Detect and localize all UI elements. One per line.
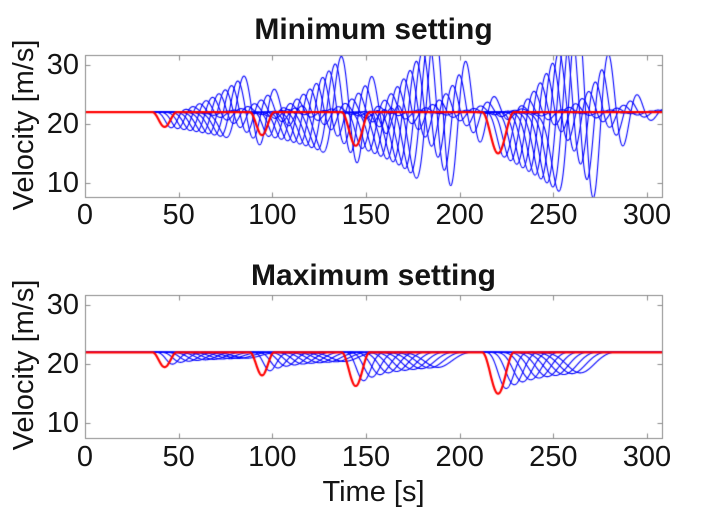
- x-tick-label: 100: [248, 441, 297, 473]
- x-tick-label: 100: [248, 199, 297, 231]
- x-axis-label-time: Time [s]: [322, 476, 425, 508]
- x-tick-label: 250: [529, 441, 578, 473]
- x-tick-label: 300: [622, 441, 672, 473]
- x-tick-label: 50: [162, 199, 195, 231]
- x-tick-label: 150: [341, 441, 391, 473]
- x-tick-label: 50: [162, 441, 195, 473]
- chart-title-minimum-setting: Minimum setting: [254, 13, 493, 46]
- x-tick-label: 0: [76, 441, 94, 473]
- y-tick-label: 10: [46, 407, 79, 440]
- chart-title-maximum-setting: Maximum setting: [250, 259, 497, 292]
- x-tick-label: 150: [341, 199, 391, 231]
- y-tick-label: 10: [46, 166, 79, 199]
- x-tick-label: 200: [435, 441, 484, 473]
- y-tick-label: 20: [46, 348, 79, 381]
- y-tick-label: 20: [46, 107, 79, 140]
- y-tick-label: 30: [46, 289, 79, 322]
- x-tick-label: 300: [622, 199, 672, 231]
- y-tick-label: 30: [46, 49, 79, 82]
- x-tick-label: 250: [529, 199, 578, 231]
- x-tick-label: 200: [435, 199, 484, 231]
- x-tick-label: 0: [76, 199, 94, 231]
